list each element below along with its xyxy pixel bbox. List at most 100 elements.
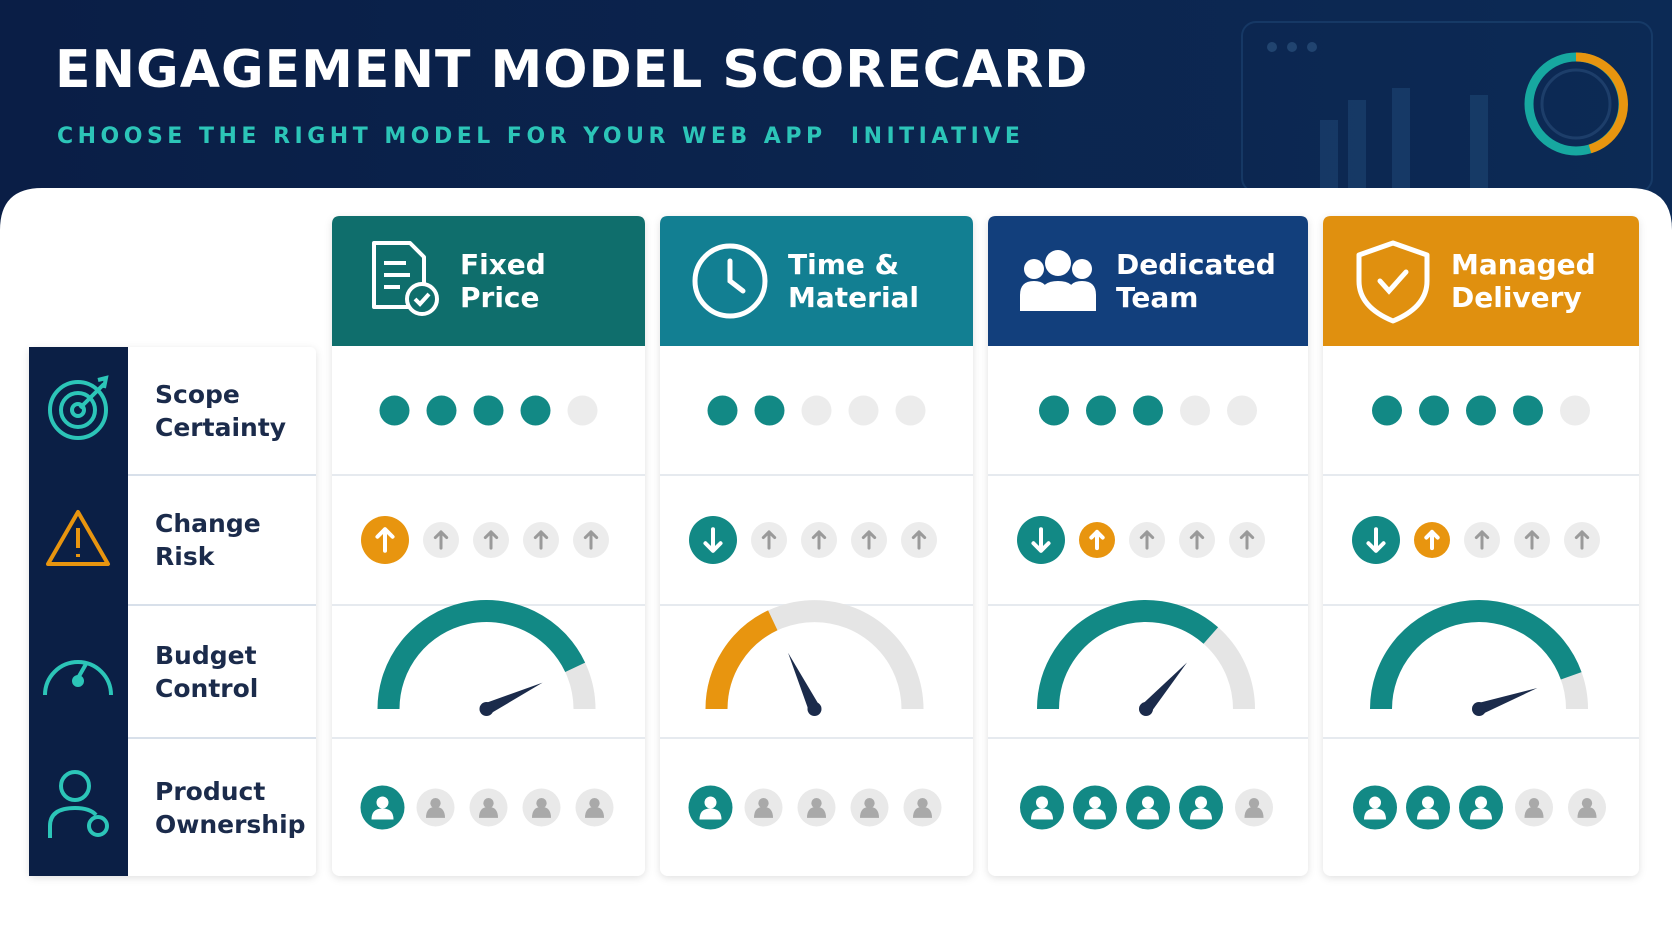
score-dot xyxy=(1466,395,1496,426)
owner-head xyxy=(483,798,494,809)
score-dot xyxy=(754,395,785,426)
score-dot xyxy=(1372,395,1402,426)
owner-body xyxy=(1364,808,1386,820)
model-column xyxy=(1323,216,1639,876)
owner-body xyxy=(1190,808,1212,820)
icon xyxy=(1041,281,1075,311)
owner-body xyxy=(860,806,879,818)
risk-arrow-glyph xyxy=(911,530,927,550)
score-dot xyxy=(567,395,598,426)
icon xyxy=(727,258,746,294)
owner-body xyxy=(699,808,722,820)
header-donut xyxy=(1524,52,1628,156)
score-dot xyxy=(426,395,457,426)
risk-arrow-glyph xyxy=(1239,530,1255,550)
owner-head xyxy=(1089,796,1101,809)
score-dot xyxy=(1419,395,1449,426)
score-dot xyxy=(379,395,410,426)
owner-head xyxy=(1142,796,1154,809)
owner-body xyxy=(1084,808,1106,820)
owner-head xyxy=(1036,796,1048,809)
owner-body xyxy=(1137,808,1159,820)
gauge-pivot xyxy=(1472,702,1486,716)
owner-body xyxy=(807,806,826,818)
owner-head xyxy=(1475,796,1487,809)
score-dot xyxy=(473,395,504,426)
icon xyxy=(1045,250,1071,276)
criteria-icons xyxy=(43,375,113,838)
owner-body xyxy=(1577,806,1597,818)
owner-body xyxy=(371,808,394,820)
icon xyxy=(1377,269,1409,295)
gauge-pivot xyxy=(807,702,822,716)
risk-arrow-glyph xyxy=(433,530,449,550)
risk-arrow-glyph xyxy=(811,530,827,550)
owner-body xyxy=(426,806,445,818)
gauge-fill xyxy=(1037,600,1219,710)
model-icon xyxy=(372,241,439,316)
model-column xyxy=(988,216,1308,876)
risk-arrow-glyph xyxy=(533,530,549,550)
owner-head xyxy=(811,798,822,809)
score-dot xyxy=(1560,395,1590,426)
model-name: Fixed Price xyxy=(460,248,546,314)
owner-body xyxy=(1244,806,1264,818)
icon xyxy=(692,243,768,319)
score-dot xyxy=(801,395,832,426)
score-dot xyxy=(1227,395,1257,426)
risk-arrow-glyph xyxy=(1366,527,1386,553)
risk-arrow-glyph xyxy=(1189,530,1205,550)
score-dot xyxy=(520,395,551,426)
title: ENGAGEMENT MODEL SCORECARD xyxy=(55,40,1089,100)
owner-head xyxy=(1369,796,1381,809)
score-dot xyxy=(707,395,738,426)
criteria-icon-strip xyxy=(29,347,128,876)
risk-arrow-glyph xyxy=(861,530,877,550)
icon xyxy=(1072,259,1092,279)
risk-arrow-glyph xyxy=(1139,530,1155,550)
icon xyxy=(1356,240,1430,324)
icon xyxy=(1024,259,1044,279)
risk-arrow-glyph xyxy=(483,530,499,550)
model-name: Time & Material xyxy=(788,248,920,314)
gauge-needle xyxy=(1141,662,1188,713)
score-dot xyxy=(1513,395,1543,426)
criterion-label: Change Risk xyxy=(155,509,261,571)
column-header xyxy=(332,216,645,346)
owner-body xyxy=(1031,808,1053,820)
model-icon xyxy=(692,243,768,319)
owner-head xyxy=(1528,798,1540,809)
owner-body xyxy=(585,806,604,818)
owner-head xyxy=(1195,796,1207,809)
gauge-pivot xyxy=(479,702,494,716)
model-column xyxy=(332,216,645,876)
score-dot xyxy=(1180,395,1210,426)
icon xyxy=(413,292,431,307)
gauge-needle xyxy=(1476,687,1538,715)
gauge-needle xyxy=(788,652,820,712)
score-dot xyxy=(848,395,879,426)
risk-arrow-glyph xyxy=(583,530,599,550)
owner-body xyxy=(479,806,498,818)
model-icon xyxy=(1020,250,1096,311)
risk-arrow-glyph xyxy=(1474,530,1490,550)
model-name: Dedicated Team xyxy=(1116,248,1276,314)
score-dot xyxy=(895,395,926,426)
risk-arrow-glyph xyxy=(1524,530,1540,550)
owner-head xyxy=(376,796,389,809)
column-header xyxy=(988,216,1308,346)
owner-head xyxy=(430,798,441,809)
owner-body xyxy=(1524,806,1544,818)
owner-head xyxy=(704,796,717,809)
risk-arrow-glyph xyxy=(1574,530,1590,550)
owner-body xyxy=(913,806,932,818)
owner-head xyxy=(1248,798,1260,809)
risk-arrow-glyph xyxy=(1031,527,1051,553)
model-icon xyxy=(1356,240,1430,324)
owner-head xyxy=(758,798,769,809)
owner-head xyxy=(1422,796,1434,809)
gauge-fill xyxy=(377,600,586,710)
criterion-label: Scope Certainty xyxy=(155,379,287,442)
